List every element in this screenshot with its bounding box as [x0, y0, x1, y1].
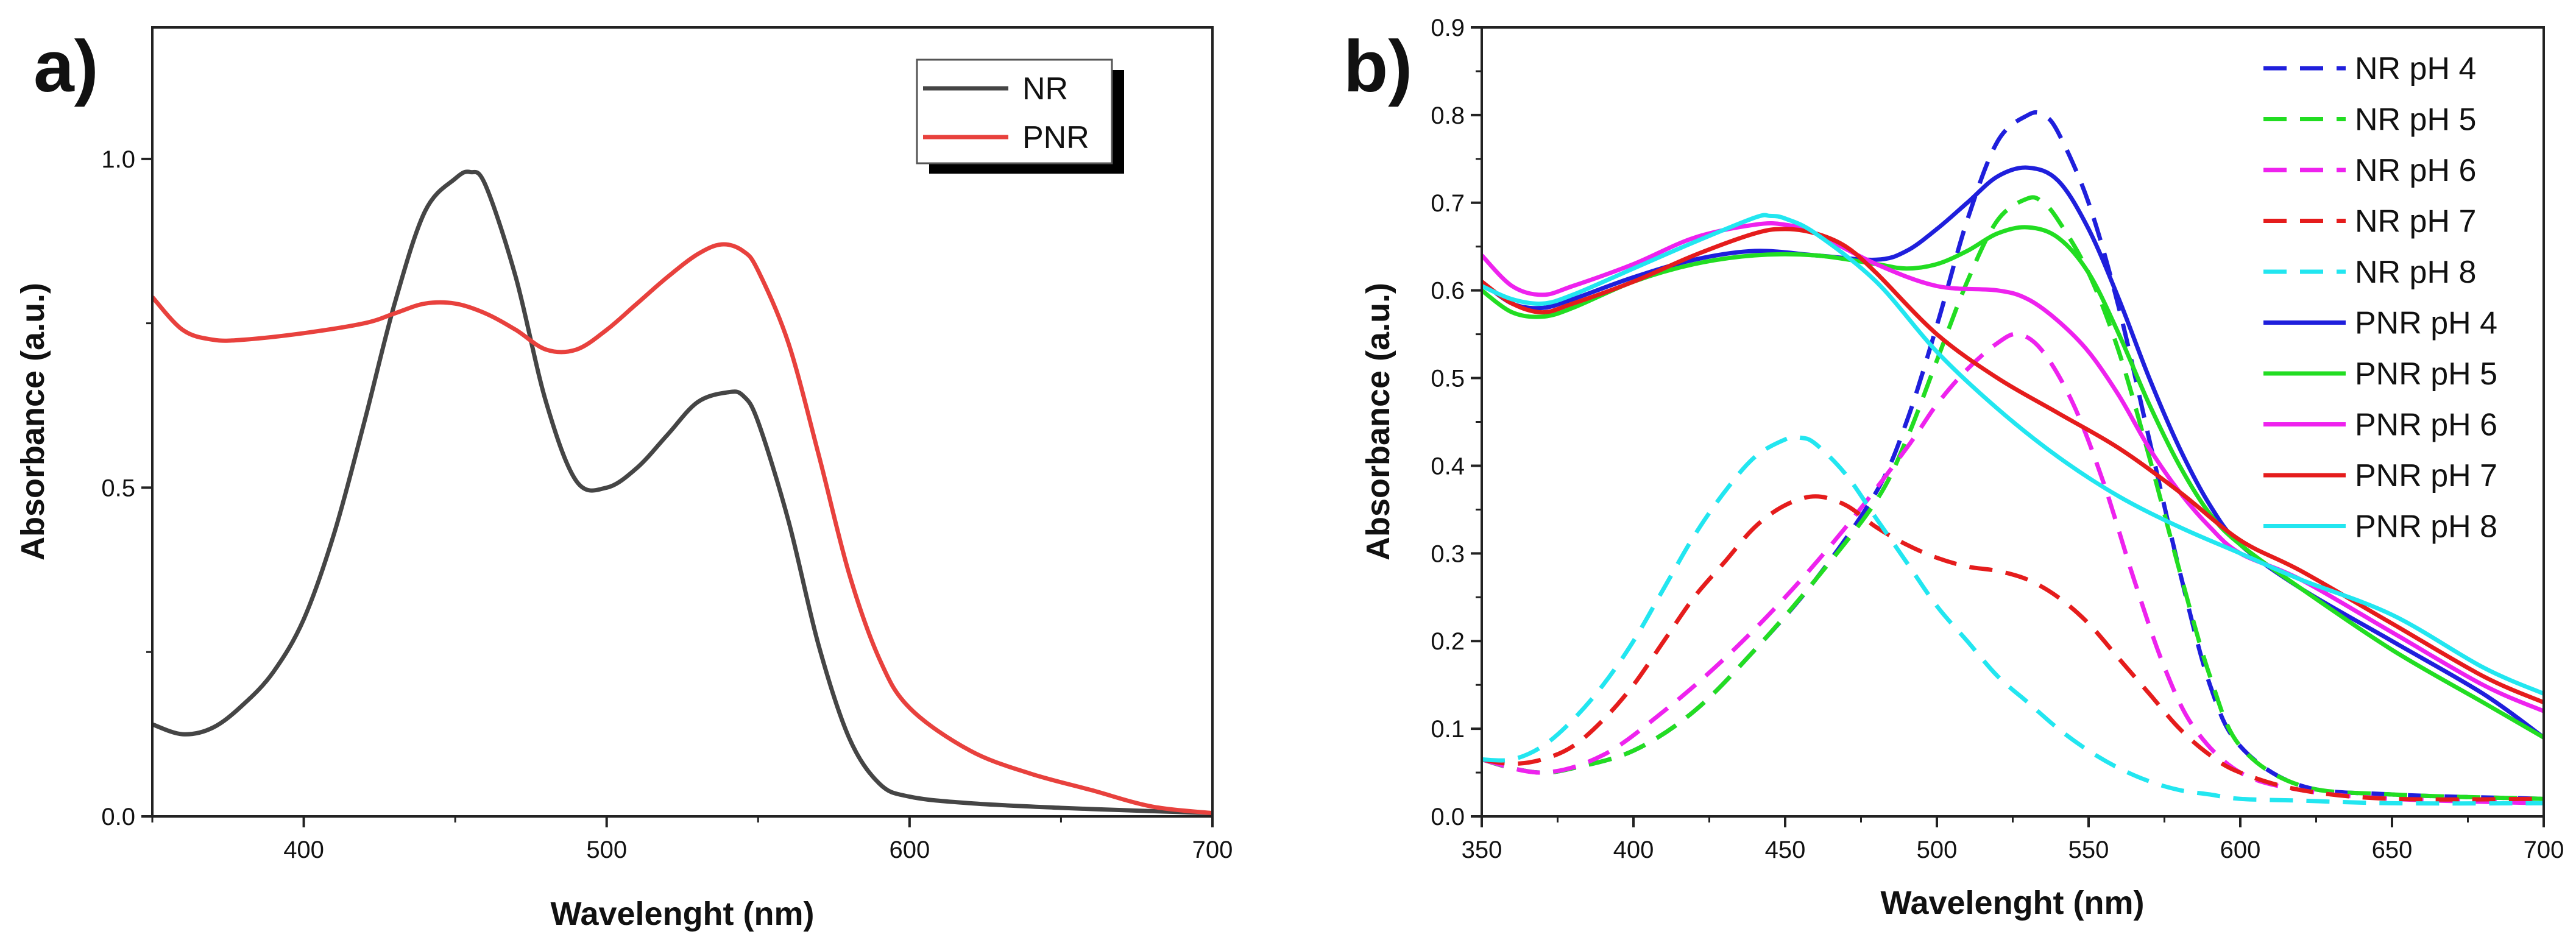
x-tick-label: 400 — [1613, 837, 1654, 863]
legend-label-pnr: PNR — [1022, 120, 1089, 155]
series-pnr — [152, 242, 1212, 816]
y-tick-label: 0.6 — [1431, 278, 1465, 305]
x-tick-label: 600 — [2220, 837, 2261, 863]
panel-a-xlabel: Wavelenght (nm) — [550, 896, 814, 932]
panel-a-legend: NR PNR — [916, 58, 1124, 174]
x-tick-label: 700 — [1192, 837, 1233, 863]
legend-label: NR pH 6 — [2355, 153, 2476, 188]
panel-b-series — [1482, 110, 2544, 806]
panel-b-ticks: 350 400 450 500 550 600 650 700 0.0 0.1 0.2 0.3 0.4 0… — [1431, 15, 2564, 863]
series-pnr-ph-7 — [1482, 227, 2544, 705]
y-tick-label: 0.0 — [101, 804, 135, 830]
x-tick-label: 450 — [1765, 837, 1806, 863]
x-tick-label: 500 — [586, 837, 627, 863]
x-tick-label: 600 — [889, 837, 930, 863]
y-tick-label: 0.2 — [1431, 628, 1465, 655]
x-tick-label: 650 — [2372, 837, 2413, 863]
legend-box — [916, 58, 1113, 164]
panel-a-ylabel: Absorbance (a.u.) — [15, 283, 51, 561]
y-tick-label: 0.7 — [1431, 190, 1465, 217]
legend-label: PNR pH 5 — [2355, 356, 2497, 392]
x-tick-label: 700 — [2524, 837, 2564, 863]
panel-b-frame — [1481, 26, 2545, 818]
legend-label: NR pH 8 — [2355, 255, 2476, 290]
panel-a: a) 400 500 600 700 0.0 0.5 1.0 Wavelenght (nm)… — [15, 26, 1233, 932]
panel-b-legend: NR pH 4 NR pH 5 NR pH 6 NR pH 7 NR pH 8 PNR p… — [2263, 51, 2497, 545]
y-tick-label: 0.3 — [1431, 540, 1465, 567]
y-tick-label: 0.5 — [1431, 366, 1465, 392]
panel-a-series — [152, 169, 1212, 816]
y-tick-label: 0.4 — [1431, 453, 1465, 479]
x-tick-label: 500 — [1917, 837, 1958, 863]
series-nr — [152, 169, 1212, 816]
legend-label-nr: NR — [1022, 71, 1068, 107]
legend-label: NR pH 7 — [2355, 204, 2476, 239]
panel-b-xlabel: Wavelenght (nm) — [1880, 885, 2144, 921]
x-tick-label: 550 — [2068, 837, 2109, 863]
legend-label: PNR pH 6 — [2355, 408, 2497, 443]
y-tick-label: 0.1 — [1431, 716, 1465, 743]
y-tick-label: 0.9 — [1431, 15, 1465, 41]
x-tick-label: 350 — [1462, 837, 1502, 863]
legend-label: PNR pH 4 — [2355, 306, 2497, 341]
legend-label: PNR pH 8 — [2355, 509, 2497, 545]
series-nr-ph-8 — [1482, 434, 2544, 806]
series-pnr-ph-4 — [1482, 165, 2544, 740]
legend-label: PNR pH 7 — [2355, 458, 2497, 493]
legend-label: NR pH 5 — [2355, 102, 2476, 138]
series-nr-ph-6 — [1482, 331, 2544, 805]
series-pnr-ph-8 — [1482, 213, 2544, 696]
panel-a-ticks: 400 500 600 700 0.0 0.5 1.0 — [101, 146, 1233, 863]
panel-a-label: a) — [34, 26, 99, 107]
y-tick-label: 1.0 — [101, 146, 135, 173]
panel-b-label: b) — [1343, 26, 1412, 107]
y-tick-label: 0.8 — [1431, 102, 1465, 129]
y-tick-label: 0.5 — [101, 475, 135, 501]
panel-b: b) 350 400 450 500 550 600 650 700 0.0 0.1 0.2 0.3 0… — [1343, 15, 2564, 921]
panel-b-ylabel: Absorbance (a.u.) — [1360, 283, 1396, 561]
y-tick-label: 0.0 — [1431, 804, 1465, 830]
legend-label: NR pH 4 — [2355, 51, 2476, 87]
x-tick-label: 400 — [283, 837, 324, 863]
panel-a-frame — [151, 26, 1214, 818]
